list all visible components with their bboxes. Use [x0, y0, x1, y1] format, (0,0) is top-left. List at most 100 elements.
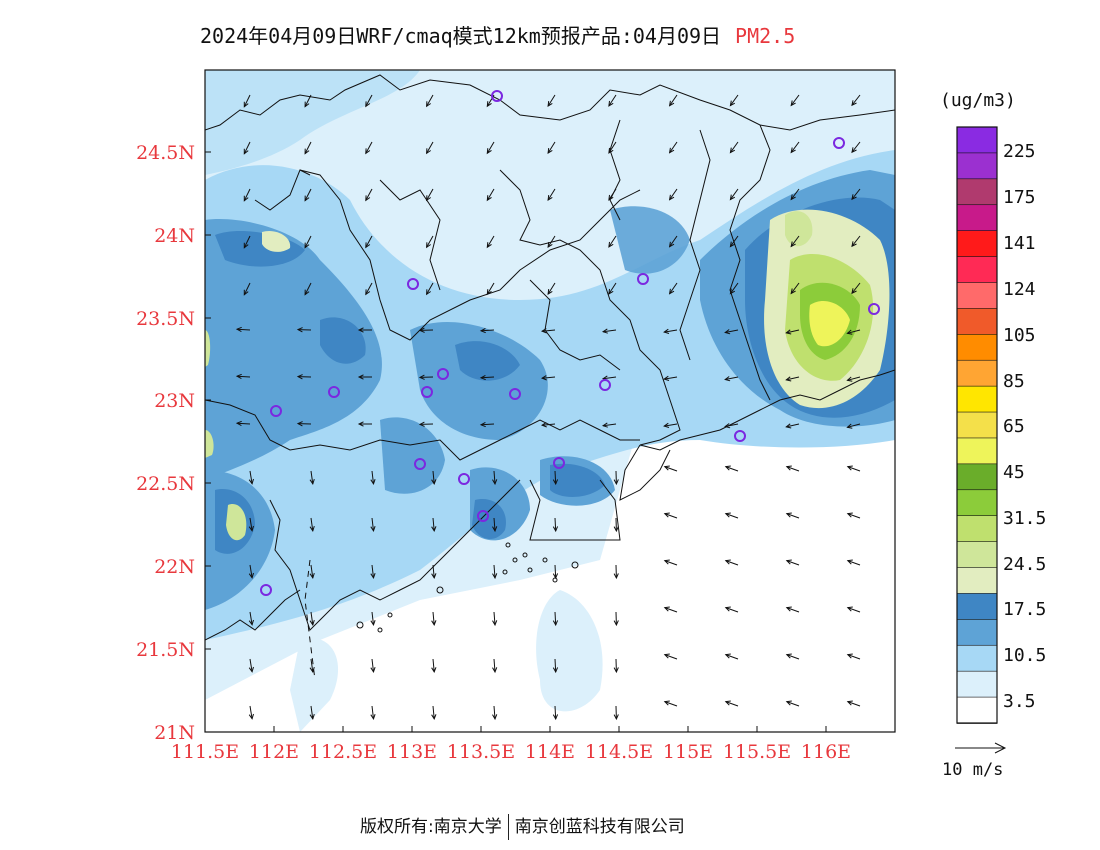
- colorbar-unit: (ug/m3): [940, 90, 1016, 111]
- wind-arrow: [486, 282, 495, 295]
- wind-arrow-head: [357, 421, 364, 427]
- wind-arrow-head: [790, 241, 796, 248]
- wind-arrow: [669, 235, 678, 247]
- colorbar-swatch: [956, 178, 998, 206]
- wind-arrow-head: [547, 148, 553, 154]
- wind-arrow-head: [365, 195, 371, 202]
- wind-arrow: [480, 329, 495, 332]
- wind-arrow: [847, 654, 861, 660]
- wind-arrow: [664, 423, 678, 427]
- wind-arrow-head: [846, 512, 853, 518]
- wind-arrow-head: [724, 653, 731, 659]
- colorbar-swatch: [956, 593, 998, 621]
- y-tick-label: 21N: [154, 722, 195, 744]
- wind-arrow-head: [248, 572, 254, 579]
- wind-arrow-head: [370, 479, 376, 486]
- colorbar-swatch: [956, 385, 998, 413]
- wind-arrow: [310, 470, 314, 484]
- colorbar-swatch: [956, 230, 998, 258]
- station-marker: [421, 386, 433, 398]
- wind-vectors: [235, 94, 861, 721]
- wind-arrow-head: [309, 478, 315, 486]
- wind-arrow-head: [248, 478, 254, 485]
- y-axis-labels: 24.5N 24N 23.5N 23N 22.5N 22N 21.5N 21N: [136, 142, 195, 744]
- wind-arrow-head: [243, 289, 249, 296]
- wind-arrow-head: [486, 289, 492, 296]
- wind-arrow-head: [729, 288, 736, 295]
- wind-arrow-head: [357, 327, 364, 333]
- wind-arrow-head: [785, 559, 792, 565]
- station-marker: [458, 473, 470, 485]
- x-tick-label: 115.5E: [723, 741, 791, 763]
- wind-arrow-head: [370, 526, 376, 533]
- wind-arrow: [847, 376, 861, 381]
- wind-arrow: [249, 611, 253, 625]
- y-tick-label: 23.5N: [136, 308, 195, 330]
- wind-arrow-head: [431, 667, 437, 674]
- wind-arrow-head: [547, 101, 553, 107]
- wind-arrow-head: [309, 619, 315, 627]
- colorbar-swatch: [956, 204, 998, 232]
- wind-arrow-head: [365, 148, 371, 155]
- wind-arrow-head: [248, 525, 254, 532]
- wind-arrow: [603, 329, 617, 333]
- wind-arrow-head: [486, 195, 492, 202]
- wind-arrow: [304, 94, 312, 107]
- wind-arrow: [365, 235, 373, 248]
- wind-arrow: [725, 607, 739, 613]
- colorbar-frame: [956, 126, 998, 724]
- wind-arrow-head: [235, 326, 242, 333]
- wind-arrow: [608, 235, 617, 248]
- wind-arrow-head: [663, 559, 670, 565]
- wind-arrow-head: [846, 606, 853, 612]
- wind-arrow-head: [552, 667, 559, 674]
- wind-arrow-head: [418, 421, 425, 427]
- colorbar-label: 105: [1003, 325, 1036, 346]
- wind-arrow: [432, 658, 435, 672]
- wind-arrow-head: [296, 421, 303, 427]
- concentration-field: [205, 70, 895, 732]
- x-tick-label: 116E: [801, 741, 851, 763]
- colorbar-swatch: [956, 333, 998, 362]
- colorbar-label: 124: [1003, 279, 1036, 300]
- wind-arrow-head: [492, 573, 498, 580]
- wind-arrow-head: [785, 423, 792, 429]
- wind-arrow: [790, 94, 800, 106]
- wind-arrow-head: [479, 374, 486, 381]
- station-marker: [260, 584, 272, 596]
- wind-arrow: [608, 188, 617, 201]
- y-tick-label: 24.5N: [136, 142, 195, 164]
- colorbar: [956, 126, 998, 724]
- wind-arrow: [236, 375, 251, 378]
- wind-arrow: [542, 423, 556, 426]
- wind-arrow-head: [243, 101, 249, 108]
- wind-arrow-head: [663, 653, 670, 659]
- wind-arrow: [493, 470, 496, 485]
- wind-arrow-head: [663, 422, 670, 428]
- wind-arrow-head: [365, 289, 371, 296]
- wind-arrow-head: [304, 101, 310, 108]
- wind-arrow-head: [668, 194, 675, 201]
- wind-arrow-head: [608, 100, 614, 107]
- x-tick-label: 115E: [663, 741, 713, 763]
- station-marker: [553, 457, 565, 469]
- wind-arrow-head: [668, 288, 675, 295]
- wind-arrow: [426, 188, 434, 201]
- wind-arrow: [851, 282, 861, 294]
- colorbar-label: 85: [1003, 371, 1025, 392]
- wind-arrow: [664, 654, 678, 660]
- station-marker: [407, 278, 419, 290]
- wind-arrow: [725, 466, 739, 472]
- wind-arrow: [236, 328, 251, 331]
- wind-arrow-head: [552, 573, 559, 580]
- wind-arrow-head: [785, 376, 792, 382]
- wind-arrow: [851, 235, 861, 247]
- wind-arrow-head: [304, 289, 310, 296]
- wind-arrow: [786, 560, 800, 566]
- wind-arrow: [249, 564, 253, 578]
- wind-arrow: [547, 94, 556, 107]
- wind-arrow: [310, 611, 314, 625]
- wind-arrow-head: [243, 148, 249, 155]
- station-marker: [868, 303, 880, 315]
- wind-arrow: [426, 141, 434, 154]
